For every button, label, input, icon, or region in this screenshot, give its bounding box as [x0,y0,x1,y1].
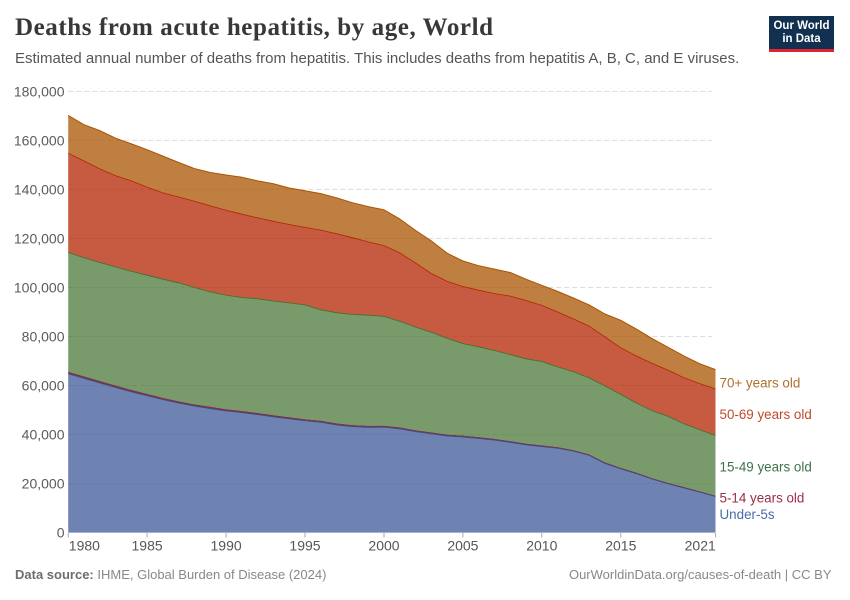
svg-text:70+ years old: 70+ years old [720,375,801,390]
svg-text:180,000: 180,000 [14,84,65,100]
svg-text:120,000: 120,000 [14,231,65,247]
svg-text:60,000: 60,000 [22,378,65,394]
svg-text:1985: 1985 [132,538,163,554]
svg-text:1980: 1980 [69,538,100,554]
svg-text:20,000: 20,000 [22,476,65,492]
svg-text:100,000: 100,000 [14,280,65,296]
svg-text:2015: 2015 [605,538,636,554]
svg-text:2010: 2010 [526,538,557,554]
svg-text:15-49 years old: 15-49 years old [720,460,812,475]
svg-text:5-14 years old: 5-14 years old [720,491,805,506]
svg-text:1990: 1990 [211,538,242,554]
svg-text:Under-5s: Under-5s [720,507,775,522]
svg-text:2000: 2000 [368,538,399,554]
svg-text:160,000: 160,000 [14,133,65,149]
svg-text:2021: 2021 [685,538,716,554]
svg-text:2005: 2005 [447,538,478,554]
svg-text:40,000: 40,000 [22,427,65,443]
svg-text:80,000: 80,000 [22,329,65,345]
svg-text:0: 0 [57,525,65,541]
svg-text:140,000: 140,000 [14,182,65,198]
svg-text:50-69 years old: 50-69 years old [720,407,812,422]
svg-text:1995: 1995 [289,538,320,554]
